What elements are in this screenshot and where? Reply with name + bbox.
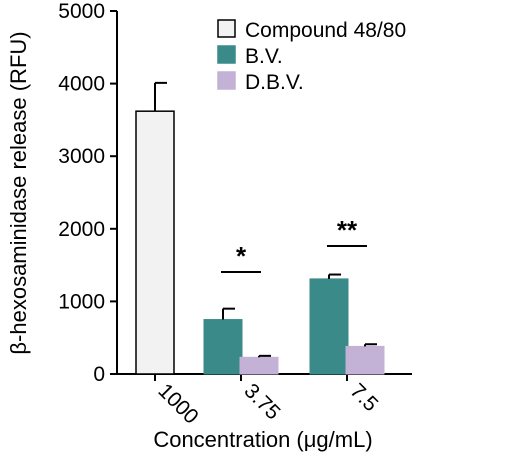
legend: Compound 48/80 B.V. D.B.V. — [217, 19, 406, 94]
bar-d-b-v- — [239, 356, 279, 375]
x-axis-title: Concentration (μg/mL) — [153, 427, 372, 452]
legend-label: Compound 48/80 — [245, 19, 406, 42]
x-tick-label: 1000 — [153, 379, 202, 428]
significance-label: ** — [337, 215, 358, 245]
y-tick-label: 2000 — [58, 218, 105, 241]
bar-d-b-v- — [345, 345, 385, 375]
legend-swatch — [217, 19, 236, 38]
significance-label: * — [236, 241, 247, 271]
y-tick-label: 0 — [93, 363, 105, 386]
bar-b-v- — [309, 278, 349, 375]
y-tick-label: 3000 — [58, 145, 105, 168]
legend-label: B.V. — [245, 45, 283, 68]
y-tick-label: 1000 — [58, 290, 105, 313]
bars — [135, 81, 385, 375]
legend-swatch — [217, 45, 236, 64]
legend-label: D.B.V. — [245, 71, 304, 94]
y-axis-title: β-hexosaminidase release (RFU) — [6, 31, 31, 354]
y-tick-label: 5000 — [58, 0, 105, 23]
legend-swatch — [217, 71, 236, 90]
bar-compound-48-80 — [135, 110, 175, 375]
bar-b-v- — [203, 319, 243, 375]
x-tick-label: 7.5 — [345, 379, 382, 416]
y-tick-label: 4000 — [58, 73, 105, 96]
labels: 0 1000 2000 3000 4000 5000 β-hexosaminidase re… — [6, 0, 382, 452]
x-tick-label: 3.75 — [239, 379, 284, 424]
